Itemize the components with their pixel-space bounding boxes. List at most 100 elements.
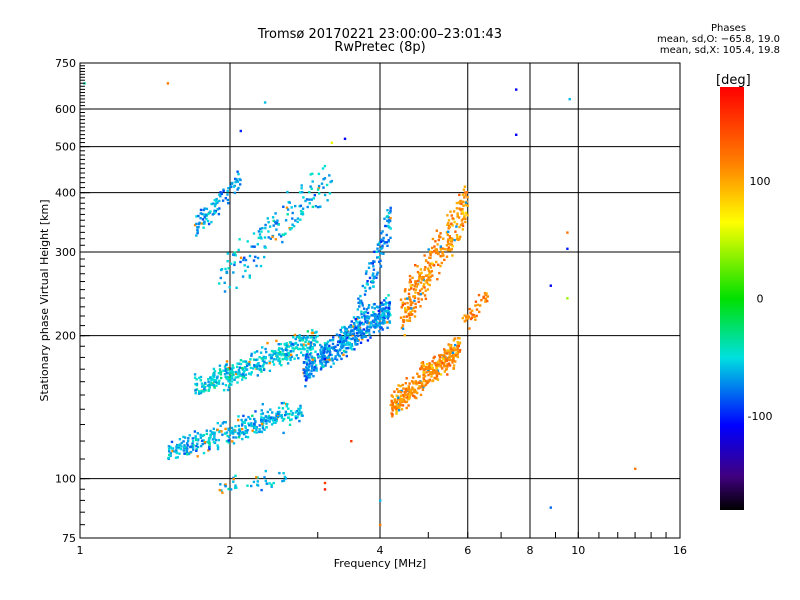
data-point: [452, 349, 455, 352]
data-point: [213, 204, 217, 208]
data-point: [234, 474, 237, 477]
data-point: [323, 488, 327, 491]
data-point: [193, 223, 197, 227]
data-point: [291, 223, 294, 226]
data-point: [439, 232, 442, 235]
data-point: [254, 255, 257, 259]
data-point: [406, 395, 409, 399]
data-point: [199, 212, 202, 215]
data-point: [305, 371, 308, 375]
data-point: [186, 442, 189, 445]
data-point: [226, 377, 229, 381]
data-point: [196, 445, 200, 449]
data-point: [306, 336, 309, 339]
data-point: [270, 356, 273, 360]
data-point: [202, 439, 205, 442]
data-point: [248, 372, 251, 375]
data-point: [213, 373, 216, 377]
data-point: [314, 336, 317, 339]
data-point: [201, 442, 204, 446]
data-point: [363, 293, 367, 296]
data-point: [372, 268, 376, 271]
data-point: [448, 249, 452, 252]
data-point: [456, 212, 459, 215]
data-point: [408, 274, 412, 278]
data-point: [248, 424, 251, 427]
data-point: [346, 336, 349, 339]
data-point: [326, 348, 329, 351]
data-point: [199, 391, 203, 395]
data-point: [262, 368, 266, 372]
data-point: [472, 314, 476, 317]
data-point: [321, 363, 324, 366]
data-point: [259, 351, 263, 354]
data-point: [342, 349, 346, 353]
data-point: [286, 403, 289, 406]
data-point: [317, 186, 320, 190]
data-point: [257, 362, 260, 365]
data-point: [284, 219, 288, 222]
data-point: [378, 322, 381, 325]
data-point: [220, 430, 223, 433]
data-point: [226, 260, 229, 263]
data-point: [218, 379, 221, 382]
data-point: [412, 306, 416, 310]
data-point: [307, 376, 311, 379]
data-point: [218, 207, 221, 210]
data-point: [409, 278, 412, 281]
data-point: [320, 358, 323, 361]
data-point: [464, 201, 468, 204]
data-point: [199, 208, 203, 212]
data-point: [430, 372, 434, 376]
data-point: [182, 449, 186, 452]
data-point: [299, 209, 303, 213]
data-point: [340, 340, 343, 344]
data-point: [362, 328, 365, 331]
data-point: [234, 486, 237, 490]
data-point: [169, 452, 172, 455]
data-point: [213, 199, 216, 202]
data-point: [372, 260, 375, 263]
data-point: [404, 310, 407, 314]
data-point: [213, 431, 216, 434]
data-point: [244, 269, 247, 273]
data-point: [320, 182, 324, 185]
data-point: [281, 357, 284, 361]
data-point: [309, 344, 312, 347]
data-point: [424, 280, 427, 283]
data-point: [426, 267, 430, 270]
data-point: [244, 418, 248, 421]
data-point: [419, 393, 423, 397]
data-point: [259, 236, 262, 239]
data-point: [343, 325, 346, 329]
data-point: [227, 439, 230, 442]
data-point: [305, 338, 308, 342]
data-point: [253, 417, 256, 421]
data-point: [282, 205, 285, 208]
data-point: [383, 217, 386, 220]
data-point: [196, 442, 199, 445]
data-point: [314, 331, 317, 334]
data-point: [183, 445, 186, 449]
data-point: [332, 336, 335, 339]
data-point: [232, 442, 236, 445]
data-point: [305, 363, 309, 366]
data-point: [275, 222, 279, 225]
data-point: [319, 205, 322, 208]
data-point: [279, 342, 283, 346]
data-point: [456, 347, 459, 350]
data-point: [287, 407, 290, 410]
data-point: [431, 366, 434, 370]
data-point: [371, 281, 374, 284]
data-point: [230, 377, 234, 380]
data-point: [346, 347, 349, 350]
data-point: [255, 476, 258, 479]
data-point: [389, 206, 392, 210]
data-point: [406, 393, 410, 396]
data-point: [409, 393, 412, 396]
data-point: [193, 373, 197, 376]
data-point: [399, 298, 403, 301]
data-point: [349, 330, 352, 334]
data-point: [424, 274, 428, 277]
